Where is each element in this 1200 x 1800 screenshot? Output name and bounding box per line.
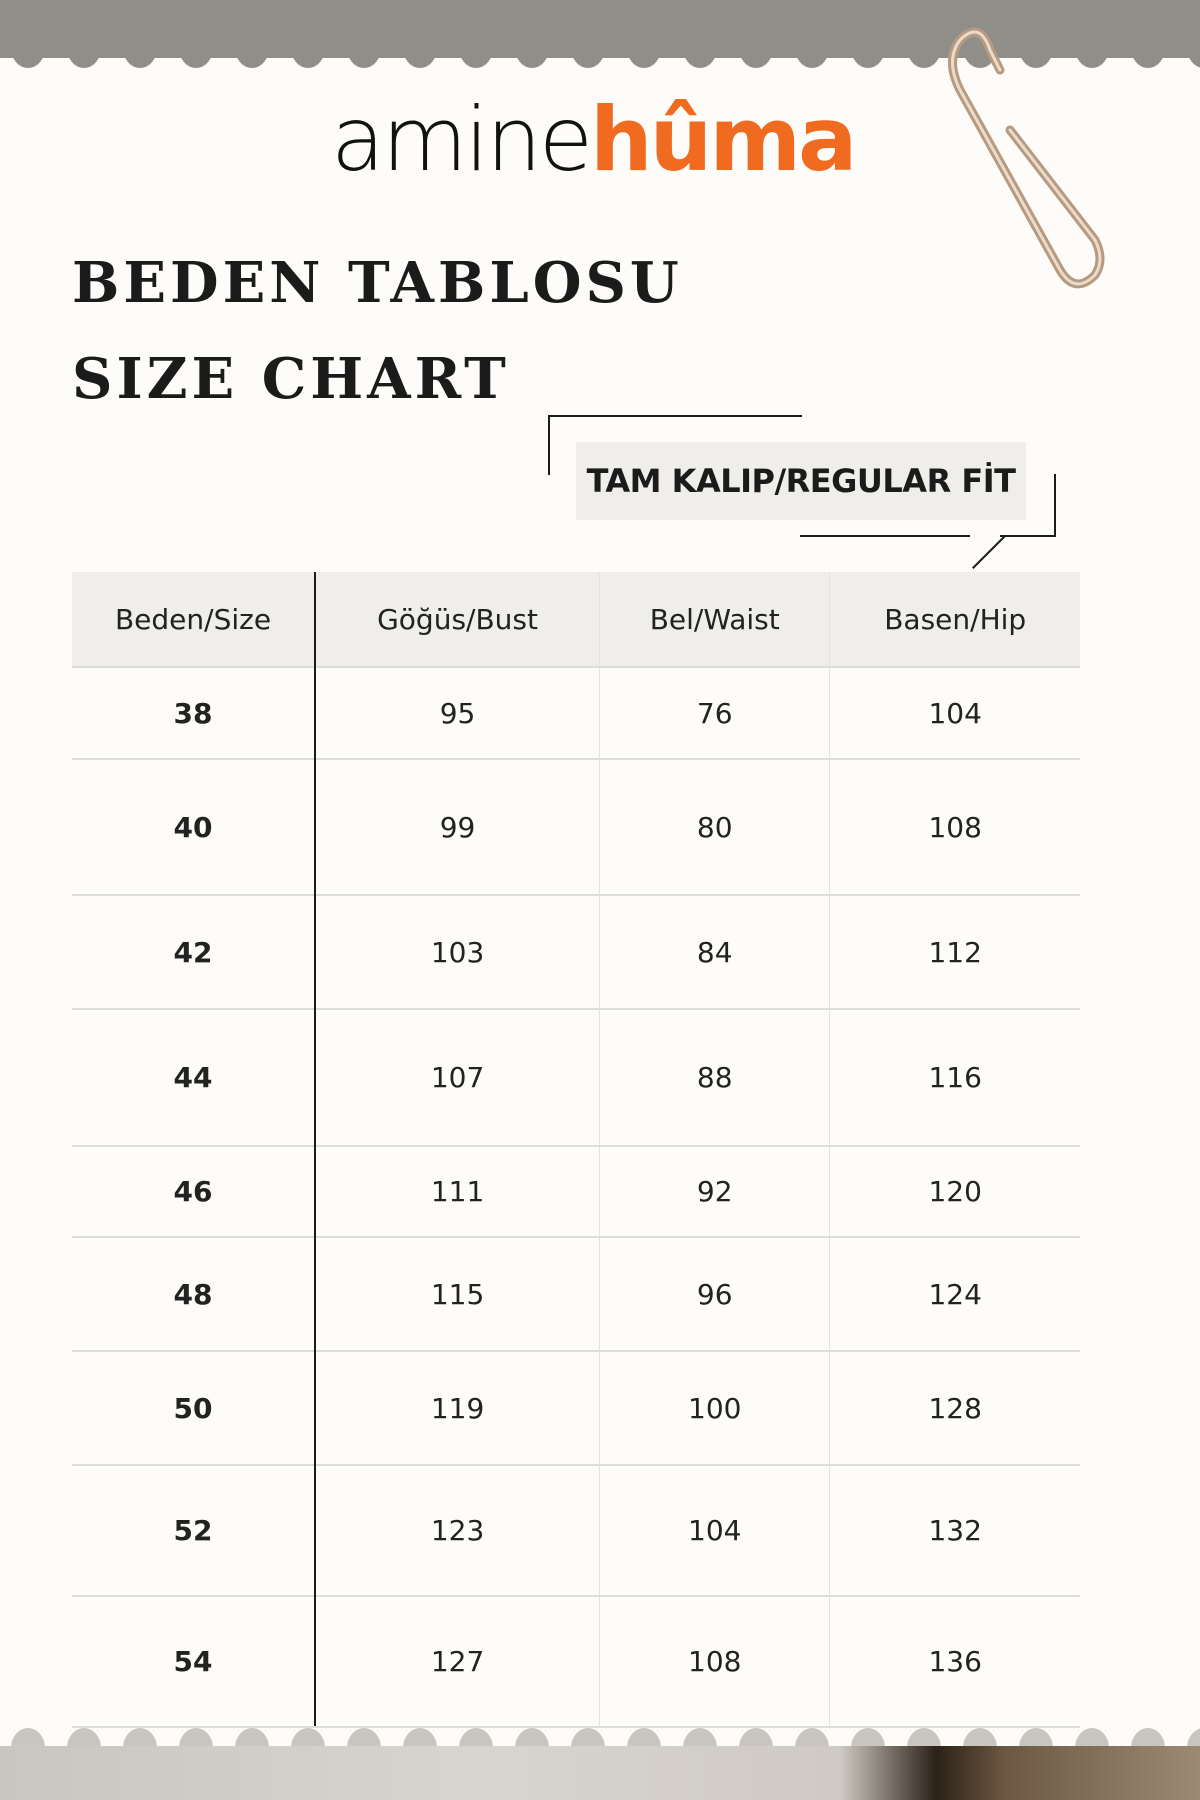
measurement-cell: 116 — [829, 1008, 1080, 1146]
bracket-line — [548, 415, 550, 475]
measurement-cell: 80 — [599, 758, 831, 895]
size-cell: 52 — [72, 1464, 316, 1596]
table-row: 40 99 80 108 — [72, 758, 1080, 895]
measurement-cell: 99 — [315, 758, 601, 895]
size-cell: 38 — [72, 666, 316, 759]
bracket-line — [1000, 535, 1056, 537]
table-row: 46 111 92 120 — [72, 1145, 1080, 1237]
measurement-cell: 96 — [599, 1236, 831, 1351]
size-cell: 50 — [72, 1350, 316, 1465]
measurement-cell: 92 — [599, 1145, 831, 1237]
measurement-cell: 108 — [829, 758, 1080, 895]
table-row: 54 127 108 136 — [72, 1595, 1080, 1728]
measurement-cell: 128 — [829, 1350, 1080, 1465]
table-row: 48 115 96 124 — [72, 1236, 1080, 1351]
measurement-cell: 115 — [315, 1236, 601, 1351]
measurement-cell: 132 — [829, 1464, 1080, 1596]
table-row: 50 119 100 128 — [72, 1350, 1080, 1465]
measurement-cell: 84 — [599, 894, 831, 1009]
table-header-row: Beden/Size Göğüs/Bust Bel/Waist Basen/Hip — [72, 572, 1080, 667]
measurement-cell: 104 — [599, 1464, 831, 1596]
column-header: Basen/Hip — [829, 572, 1080, 667]
title-english: SIZE CHART — [72, 346, 510, 412]
measurement-cell: 95 — [315, 666, 601, 759]
measurement-cell: 124 — [829, 1236, 1080, 1351]
measurement-cell: 123 — [315, 1464, 601, 1596]
logo-text-amine: amine — [331, 88, 593, 191]
size-cell: 40 — [72, 758, 316, 895]
bottom-fabric-band — [0, 1746, 1200, 1800]
column-header: Göğüs/Bust — [315, 572, 601, 667]
bracket-line — [800, 535, 970, 537]
table-row: 52 123 104 132 — [72, 1464, 1080, 1596]
table-row: 42 103 84 112 — [72, 894, 1080, 1009]
column-header: Bel/Waist — [599, 572, 831, 667]
measurement-cell: 107 — [315, 1008, 601, 1146]
measurement-cell: 88 — [599, 1008, 831, 1146]
size-cell: 42 — [72, 894, 316, 1009]
column-header: Beden/Size — [72, 572, 316, 667]
measurement-cell: 103 — [315, 894, 601, 1009]
measurement-cell: 100 — [599, 1350, 831, 1465]
bracket-line — [1054, 474, 1056, 537]
title-turkish: BEDEN TABLOSU — [72, 250, 683, 316]
measurement-cell: 127 — [315, 1595, 601, 1728]
measurement-cell: 108 — [599, 1595, 831, 1728]
measurement-cell: 112 — [829, 894, 1080, 1009]
brand-logo: aminehûma — [331, 96, 857, 184]
top-scallop-edge — [11, 46, 1200, 68]
bottom-scallop-edge — [11, 1728, 1200, 1750]
measurement-cell: 136 — [829, 1595, 1080, 1728]
fit-badge: TAM KALIP/REGULAR FİT — [576, 442, 1026, 520]
bracket-line — [548, 415, 802, 417]
measurement-cell: 104 — [829, 666, 1080, 759]
size-cell: 54 — [72, 1595, 316, 1728]
size-cell: 46 — [72, 1145, 316, 1237]
measurement-cell: 111 — [315, 1145, 601, 1237]
size-table: Beden/Size Göğüs/Bust Bel/Waist Basen/Hip 3… — [72, 572, 1080, 1728]
size-cell: 44 — [72, 1008, 316, 1146]
logo-text-huma: hûma — [590, 88, 857, 191]
table-row: 38 95 76 104 — [72, 666, 1080, 759]
table-row: 44 107 88 116 — [72, 1008, 1080, 1146]
paperclip-icon — [948, 27, 1105, 289]
bracket-line — [972, 535, 1006, 569]
measurement-cell: 120 — [829, 1145, 1080, 1237]
measurement-cell: 119 — [315, 1350, 601, 1465]
measurement-cell: 76 — [599, 666, 831, 759]
size-cell: 48 — [72, 1236, 316, 1351]
